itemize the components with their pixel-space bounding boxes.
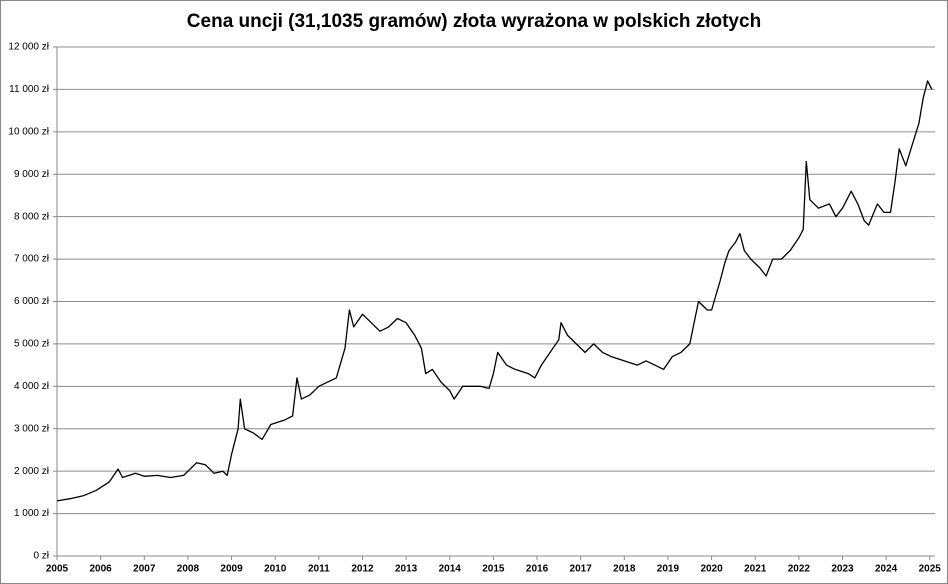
y-tick-label: 2 000 zł bbox=[14, 466, 50, 477]
x-tick-label: 2020 bbox=[700, 564, 723, 575]
x-tick-label: 2005 bbox=[46, 564, 69, 575]
x-tick-label: 2007 bbox=[133, 564, 156, 575]
x-tick-label: 2024 bbox=[875, 564, 898, 575]
y-tick-label: 8 000 zł bbox=[14, 211, 50, 222]
x-tick-label: 2014 bbox=[439, 564, 462, 575]
x-tick-label: 2013 bbox=[395, 564, 418, 575]
x-tick-label: 2022 bbox=[788, 564, 811, 575]
x-tick-label: 2021 bbox=[744, 564, 767, 575]
y-tick-label: 6 000 zł bbox=[14, 296, 50, 307]
x-tick-label: 2025 bbox=[919, 564, 942, 575]
y-tick-label: 9 000 zł bbox=[14, 169, 50, 180]
x-tick-label: 2023 bbox=[831, 564, 854, 575]
x-tick-label: 2010 bbox=[264, 564, 287, 575]
x-tick-label: 2006 bbox=[90, 564, 113, 575]
x-tick-label: 2012 bbox=[351, 564, 374, 575]
y-tick-label: 0 zł bbox=[33, 551, 49, 562]
x-tick-label: 2018 bbox=[613, 564, 636, 575]
x-tick-label: 2017 bbox=[570, 564, 593, 575]
y-tick-label: 5 000 zł bbox=[14, 339, 50, 350]
line-series bbox=[56, 80, 933, 502]
y-tick-label: 12 000 zł bbox=[8, 42, 49, 53]
y-tick-label: 11 000 zł bbox=[9, 84, 50, 95]
y-tick-label: 7 000 zł bbox=[14, 254, 50, 265]
x-tick-label: 2019 bbox=[657, 564, 680, 575]
y-tick-label: 10 000 zł bbox=[8, 126, 49, 137]
y-tick-label: 3 000 zł bbox=[14, 423, 50, 434]
x-tick-label: 2011 bbox=[308, 564, 330, 575]
y-tick-label: 1 000 zł bbox=[14, 508, 50, 519]
y-tick-label: 4 000 zł bbox=[14, 381, 50, 392]
chart-title: Cena uncji (31,1035 gramów) złota wyrażo… bbox=[187, 11, 761, 32]
x-tick-label: 2008 bbox=[177, 564, 200, 575]
x-tick-label: 2009 bbox=[220, 564, 243, 575]
x-tick-label: 2015 bbox=[482, 564, 505, 575]
x-tick-label: 2016 bbox=[526, 564, 549, 575]
